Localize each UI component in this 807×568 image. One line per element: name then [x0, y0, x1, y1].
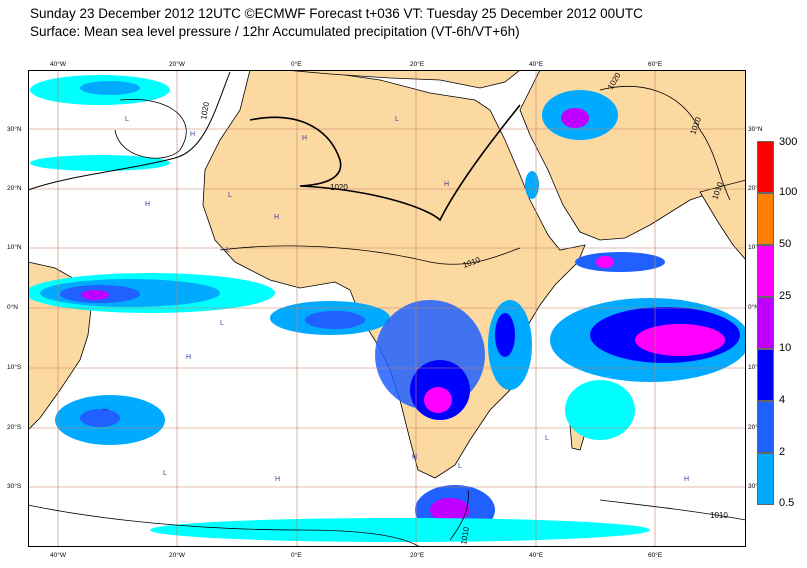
low-pressure-marker: L: [220, 320, 224, 327]
high-pressure-marker: H: [684, 476, 689, 483]
isobar-label: 1020: [199, 101, 211, 121]
precipitation-shading: [28, 75, 746, 542]
lon-label-40w-top: 40°W: [50, 61, 66, 68]
map-frame: [28, 70, 746, 547]
precip-east-africa-core: [495, 313, 515, 357]
lat-label-30s-right: 30°S: [748, 483, 763, 490]
low-pressure-marker: L: [395, 116, 399, 123]
lon-label-20w-bottom: 20°W: [169, 552, 185, 559]
lat-label-10s-left: 10°S: [7, 364, 22, 371]
high-pressure-marker: H: [186, 354, 191, 361]
lon-label-0e-bottom: 0°E: [291, 552, 302, 559]
lat-label-30n-right: 30°N: [748, 126, 763, 133]
legend-label-300: 300: [779, 136, 798, 148]
high-pressure-marker: H: [302, 135, 307, 142]
precip-gulf-of-guinea-core: [305, 311, 365, 329]
legend-swatch-2: [757, 453, 774, 505]
isobar-atlantic-1020: [28, 71, 231, 191]
precipitation-pressure-map: 1020 1020 1020 1010 1010 1010 1010 1010 …: [28, 70, 746, 547]
isobar-sahara-1020: [249, 104, 521, 222]
low-pressure-marker: L: [125, 116, 129, 123]
lat-label-30s-left: 30°S: [7, 483, 22, 490]
legend-label-50: 50: [779, 238, 792, 250]
precip-red-sea: [525, 171, 539, 199]
isobar-arabia-1010: [599, 86, 731, 201]
precip-indian-ocean-core: [635, 324, 725, 356]
lon-label-20e-top: 20°E: [410, 61, 425, 68]
lat-label-20s-left: 20°S: [7, 424, 22, 431]
lon-label-0e-top: 0°E: [291, 61, 302, 68]
low-pressure-marker: L: [458, 463, 462, 470]
lat-label-10n-left: 10°N: [7, 244, 22, 251]
legend-label-100: 100: [779, 186, 798, 198]
legend-swatch-10: [757, 349, 774, 401]
precip-cape-region-core: [430, 498, 470, 522]
india-land: [699, 179, 746, 261]
lat-label-20n-left: 20°N: [7, 185, 22, 192]
lat-label-30n-left: 30°N: [7, 126, 22, 133]
precip-somali-peak: [596, 256, 614, 268]
high-pressure-marker: H: [103, 407, 108, 414]
precip-north-atlantic-nw-core: [80, 81, 140, 95]
precip-atlantic-band-peak: [81, 290, 109, 300]
high-pressure-marker: H: [275, 476, 280, 483]
map-title: Sunday 23 December 2012 12UTC ©ECMWF For…: [30, 6, 643, 21]
isobar-label: 1010: [710, 511, 728, 520]
map-panel: 1020 1020 1020 1010 1010 1010 1010 1010 …: [28, 70, 746, 547]
legend-label-0-5: 0.5: [779, 497, 795, 509]
lon-label-40e-top: 40°E: [529, 61, 544, 68]
isobar-sahel-1010: [219, 245, 521, 265]
isobar-label: 1020: [330, 183, 348, 192]
low-pressure-marker: L: [163, 470, 167, 477]
lon-label-60e-bottom: 60°E: [648, 552, 663, 559]
high-pressure-marker: H: [274, 214, 279, 221]
high-pressure-marker: H: [145, 201, 150, 208]
precip-southern-africa-peak: [424, 387, 452, 413]
low-pressure-marker: L: [226, 247, 230, 254]
high-pressure-marker: H: [444, 181, 449, 188]
legend-label-4: 4: [779, 394, 786, 406]
precip-somali-basin: [575, 252, 665, 272]
graticule: [28, 70, 746, 547]
isobar-south-atlantic-1020: [28, 504, 421, 547]
map-subtitle: Surface: Mean sea level pressure / 12hr …: [30, 24, 520, 39]
precip-middle-east-core: [561, 108, 589, 128]
lon-label-20w-top: 20°W: [169, 61, 185, 68]
lon-label-60e-top: 60°E: [648, 61, 663, 68]
high-pressure-marker: H: [190, 131, 195, 138]
lon-label-40e-bottom: 40°E: [529, 552, 544, 559]
lat-label-10n-right: 10°N: [748, 244, 763, 251]
precip-south-atlantic-sw-core: [80, 409, 120, 427]
lon-label-40w-bottom: 40°W: [50, 552, 66, 559]
legend-swatch-50: [757, 245, 774, 297]
legend-swatch-300: [757, 141, 774, 193]
pressure-markers: H H H H H H H H H H L L L L L L L L: [103, 116, 689, 483]
legend-swatch-100: [757, 193, 774, 245]
lat-label-20n-right: 20°N: [748, 185, 763, 192]
isobars: [28, 71, 746, 547]
low-pressure-marker: L: [228, 192, 232, 199]
legend-swatch-25: [757, 297, 774, 349]
lat-label-20s-right: 20°S: [748, 424, 763, 431]
legend-label-10: 10: [779, 342, 792, 354]
lat-label-0n-right: 0°N: [748, 304, 759, 311]
low-pressure-marker: L: [545, 435, 549, 442]
isobar-subtropical-high: [114, 98, 187, 159]
europe-land: [284, 70, 521, 89]
lat-label-0n-left: 0°N: [7, 304, 18, 311]
high-pressure-marker: H: [412, 454, 417, 461]
precip-southern-band: [150, 518, 650, 542]
legend-swatch-4: [757, 401, 774, 453]
legend-label-2: 2: [779, 446, 786, 458]
isobar-south-indian-1010: [599, 499, 746, 521]
isobar-cape-1010: [449, 489, 469, 541]
africa-land: [202, 70, 586, 479]
lat-label-10s-right: 10°S: [748, 364, 763, 371]
isobar-label: 1010: [459, 526, 471, 546]
legend-label-25: 25: [779, 290, 792, 302]
lon-label-20e-bottom: 20°E: [410, 552, 425, 559]
precip-mozambique-channel: [565, 380, 635, 440]
